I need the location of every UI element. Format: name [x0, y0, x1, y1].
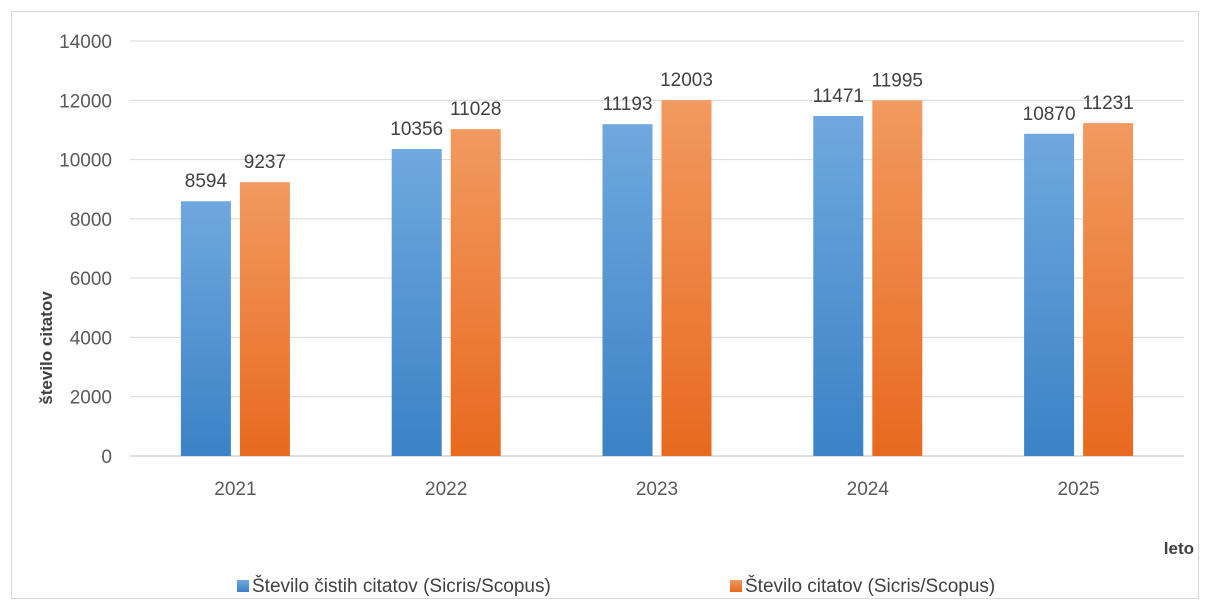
data-labels: 8594 9237 10356 11028 11193 12003 11471 11995 10… [185, 70, 1134, 192]
gridlines [130, 40, 1184, 457]
x-tick-label: 2022 [425, 479, 467, 500]
bar-series-2-2021 [239, 182, 290, 456]
y-tick-label: 12000 [59, 91, 112, 112]
y-tick-label: 6000 [70, 269, 112, 290]
legend-label-series-1: Število čistih citatov (Sicris/Scopus) [252, 575, 551, 597]
y-tick-label: 8000 [70, 210, 112, 231]
y-tick-label: 4000 [70, 328, 112, 349]
data-label-series-1-2022: 10356 [390, 119, 443, 140]
data-label-series-2-2022: 11028 [450, 99, 501, 120]
x-tick-label: 2021 [214, 479, 256, 500]
y-tick-label: 0 [101, 447, 112, 468]
x-tick-label: 2023 [636, 479, 678, 500]
y-tick-label: 2000 [70, 388, 112, 409]
data-label-series-1-2024: 11471 [813, 86, 864, 107]
bar-series-1-2025 [1024, 133, 1075, 456]
bar-series-2-2023 [661, 100, 712, 457]
data-label-series-2-2023: 12003 [660, 70, 713, 91]
legend-swatch-series-2 [730, 580, 742, 592]
bar-series-1-2022 [391, 149, 442, 457]
x-axis-title: leto [1164, 539, 1194, 558]
x-tick-label: 2025 [1057, 479, 1099, 500]
y-tick-label: 10000 [59, 151, 112, 172]
chart-container: 0 2000 4000 6000 8000 10000 12000 14000 8594 923… [11, 11, 1199, 599]
x-axis-ticks: 2021 2022 2023 2024 2025 [214, 479, 1099, 500]
legend: Število čistih citatov (Sicris/Scopus) Š… [237, 575, 995, 597]
legend-label-series-2: Število citatov (Sicris/Scopus) [745, 575, 995, 597]
data-label-series-2-2025: 11231 [1082, 93, 1133, 114]
bars [180, 100, 1134, 457]
data-label-series-2-2024: 11995 [872, 70, 923, 91]
bar-series-2-2025 [1083, 123, 1134, 457]
legend-swatch-series-1 [237, 580, 249, 592]
data-label-series-1-2021: 8594 [185, 171, 228, 192]
data-label-series-1-2025: 10870 [1023, 104, 1076, 125]
bar-series-1-2023 [602, 124, 653, 457]
y-tick-label: 14000 [59, 32, 112, 53]
data-label-series-1-2023: 11193 [602, 94, 652, 115]
bar-series-2-2022 [450, 129, 501, 456]
bar-chart: 0 2000 4000 6000 8000 10000 12000 14000 8594 923… [37, 32, 1194, 597]
bar-series-1-2024 [813, 115, 864, 456]
y-axis-title: število citatov [37, 291, 56, 405]
bar-series-1-2021 [180, 201, 231, 456]
x-tick-label: 2024 [847, 479, 890, 500]
y-axis-ticks: 0 2000 4000 6000 8000 10000 12000 14000 [59, 32, 112, 468]
data-label-series-2-2021: 9237 [244, 152, 286, 173]
bar-series-2-2024 [872, 100, 923, 456]
